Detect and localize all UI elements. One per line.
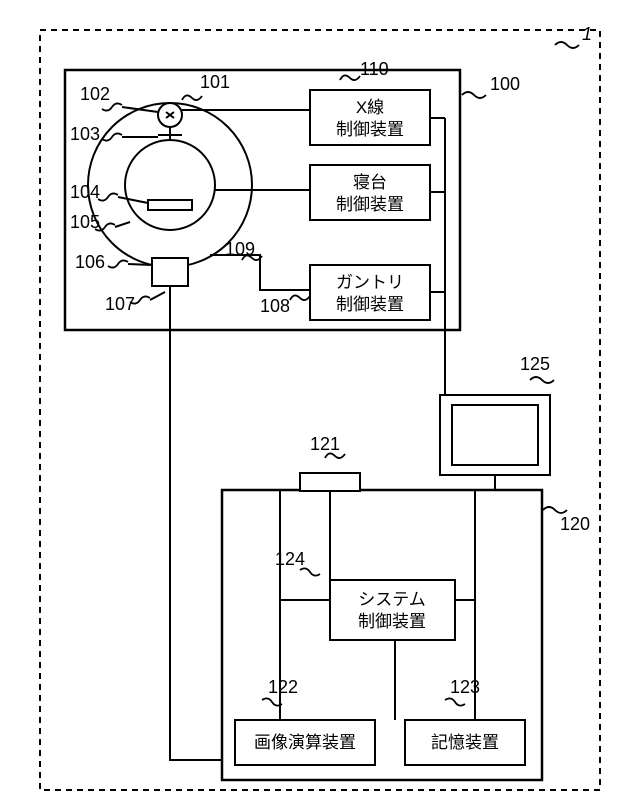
label-104: 104 [70, 182, 100, 202]
label-110: 110 [360, 59, 389, 79]
label-107: 107 [105, 294, 135, 314]
system-line2: 制御装置 [358, 612, 426, 631]
gantry-line1: ガントリ [336, 273, 404, 292]
label-109: 109 [225, 239, 255, 259]
detector [152, 258, 188, 286]
xray-line2: 制御装置 [336, 120, 404, 139]
bed-line1: 寝台 [353, 172, 387, 192]
label-101: 101 [200, 72, 230, 92]
label-102: 102 [80, 84, 110, 104]
label-125: 125 [520, 354, 550, 374]
keyboard [300, 473, 360, 491]
bed [148, 200, 192, 210]
leadline-106 [128, 264, 152, 265]
label-1: 1 [582, 24, 592, 44]
label-108: 108 [260, 296, 290, 316]
bed-line2: 制御装置 [336, 195, 404, 214]
label-100: 100 [490, 74, 520, 94]
label-106: 106 [75, 252, 105, 272]
label-122: 122 [268, 677, 298, 697]
memory-text: 記憶装置 [431, 733, 499, 752]
gantry-inner-ring [125, 140, 215, 230]
xray-line1: X線 [356, 98, 384, 117]
monitor-inner [452, 405, 538, 465]
label-105: 105 [70, 212, 100, 232]
label-120: 120 [560, 514, 590, 534]
imgop-text: 画像演算装置 [254, 733, 356, 752]
label-124: 124 [275, 549, 305, 569]
label-123: 123 [450, 677, 480, 697]
system-control-box [330, 580, 455, 640]
system-line1: システム [358, 590, 426, 609]
gantry-line2: 制御装置 [336, 295, 404, 314]
label-121: 121 [310, 434, 340, 454]
label-103: 103 [70, 124, 100, 144]
